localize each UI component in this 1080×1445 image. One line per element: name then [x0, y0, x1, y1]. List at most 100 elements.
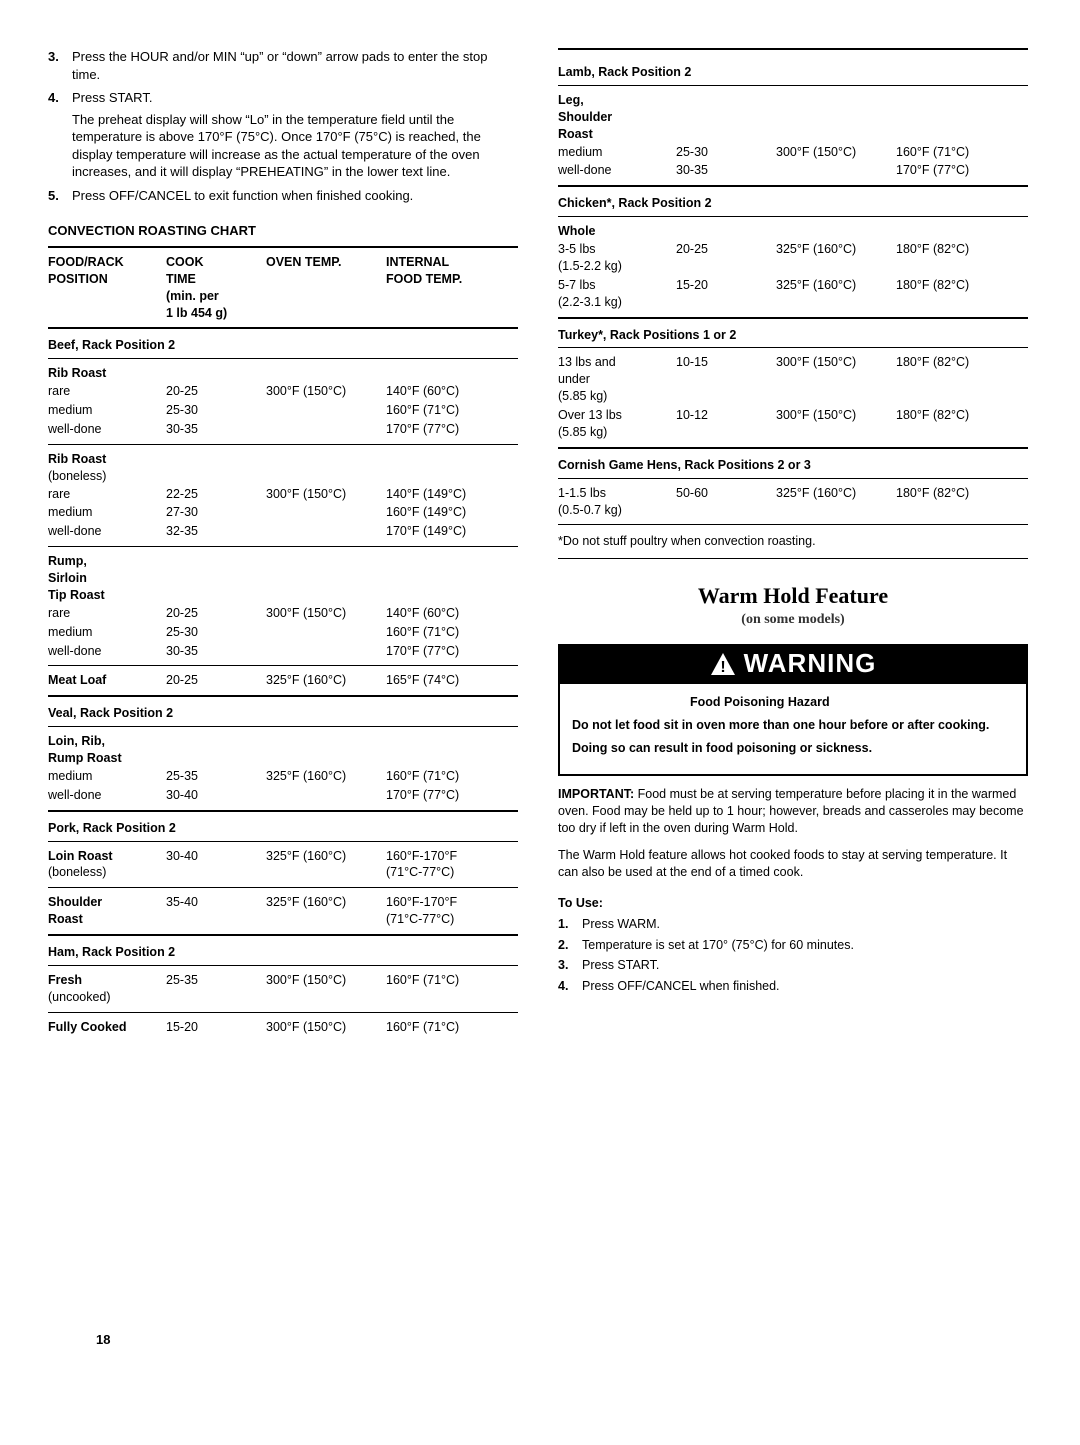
- warning-triangle-icon: !: [710, 652, 736, 676]
- cell-internal-temp: 140°F (60°C): [386, 605, 516, 622]
- cell-food: rare: [48, 383, 166, 400]
- cell-internal-temp: 180°F (82°C): [896, 407, 1026, 441]
- instruction-step: 3.Press the HOUR and/or MIN “up” or “dow…: [48, 48, 518, 83]
- feature-description: The Warm Hold feature allows hot cooked …: [558, 847, 1028, 881]
- step-text: Temperature is set at 170° (75°C) for 60…: [582, 937, 1028, 954]
- page-number: 18: [96, 1331, 110, 1349]
- cell-food: rare: [48, 605, 166, 622]
- instruction-step: 5.Press OFF/CANCEL to exit function when…: [48, 187, 518, 205]
- table-row: well-done30-35170°F (77°C): [558, 161, 1028, 185]
- table-row: 5-7 lbs (2.2-3.1 kg)15-20325°F (160°C)18…: [558, 276, 1028, 317]
- cell-food: Loin Roast(boneless): [48, 848, 166, 882]
- to-use-step: 3.Press START.: [558, 957, 1028, 974]
- section-header: Lamb, Rack Position 2: [558, 56, 1028, 86]
- warning-label: WARNING: [744, 646, 877, 681]
- subgroup-head: Leg, Shoulder Roast: [558, 86, 1028, 143]
- subgroup: ShoulderRoast35-40325°F (160°C)160°F-170…: [48, 888, 518, 935]
- top-rule: [558, 48, 1028, 50]
- cell-time: 10-15: [676, 354, 776, 405]
- cell-internal-temp: 170°F (77°C): [386, 421, 516, 438]
- cell-internal-temp: 160°F (71°C): [386, 402, 516, 419]
- cell-time: 30-35: [166, 643, 266, 660]
- cell-time: 20-25: [676, 241, 776, 275]
- subgroup-note: (boneless): [48, 468, 518, 485]
- cell-time: 35-40: [166, 894, 266, 928]
- table-row: medium25-30160°F (71°C): [48, 623, 518, 642]
- left-column: 3.Press the HOUR and/or MIN “up” or “dow…: [48, 48, 518, 1042]
- instruction-steps: 3.Press the HOUR and/or MIN “up” or “dow…: [48, 48, 518, 204]
- table-row: rare22-25300°F (150°C)140°F (149°C): [48, 485, 518, 504]
- subgroup: Fresh(uncooked)25-35300°F (150°C)160°F (…: [48, 966, 518, 1013]
- subgroup: Loin, Rib, Rump Roastmedium25-35325°F (1…: [48, 727, 518, 811]
- to-use-steps: 1.Press WARM.2.Temperature is set at 170…: [558, 916, 1028, 996]
- section-header: Cornish Game Hens, Rack Positions 2 or 3: [558, 448, 1028, 479]
- table-row: medium25-35325°F (160°C)160°F (71°C): [48, 767, 518, 786]
- cell-oven-temp: 325°F (160°C): [776, 277, 896, 311]
- cell-time: 15-20: [166, 1019, 266, 1036]
- to-use-step: 1.Press WARM.: [558, 916, 1028, 933]
- table-row: well-done30-35170°F (77°C): [48, 420, 518, 444]
- step-number: 3.: [558, 957, 582, 974]
- subgroup: Fully Cooked15-20300°F (150°C)160°F (71°…: [48, 1013, 518, 1042]
- cell-food: Over 13 lbs (5.85 kg): [558, 407, 676, 441]
- table-row: Fresh(uncooked)25-35300°F (150°C)160°F (…: [48, 966, 518, 1012]
- cell-oven-temp: [266, 624, 386, 641]
- cell-food: well-done: [48, 523, 166, 540]
- cell-time: 15-20: [676, 277, 776, 311]
- step-text: Press the HOUR and/or MIN “up” or “down”…: [72, 48, 518, 83]
- step-text: Press WARM.: [582, 916, 1028, 933]
- cell-oven-temp: 300°F (150°C): [266, 605, 386, 622]
- cell-food: well-done: [558, 162, 676, 179]
- subgroup: Whole3-5 lbs (1.5-2.2 kg)20-25325°F (160…: [558, 217, 1028, 317]
- cell-food: Fully Cooked: [48, 1019, 166, 1036]
- table-row: rare20-25300°F (150°C)140°F (60°C): [48, 382, 518, 401]
- cell-internal-temp: 180°F (82°C): [896, 354, 1026, 405]
- table-row: Fully Cooked15-20300°F (150°C)160°F (71°…: [48, 1013, 518, 1042]
- step-number: 1.: [558, 916, 582, 933]
- cell-internal-temp: 160°F (71°C): [386, 972, 516, 1006]
- cell-time: 25-30: [166, 624, 266, 641]
- subgroup-head: Rump, Sirloin Tip Roast: [48, 547, 518, 604]
- cell-oven-temp: [266, 787, 386, 804]
- table-row: Meat Loaf20-25325°F (160°C)165°F (74°C): [48, 666, 518, 695]
- cell-time: 10-12: [676, 407, 776, 441]
- header-internal-temp: INTERNAL FOOD TEMP.: [386, 254, 516, 322]
- cell-time: 20-25: [166, 605, 266, 622]
- feature-title: Warm Hold Feature: [558, 581, 1028, 611]
- section-header: Pork, Rack Position 2: [48, 811, 518, 842]
- cell-internal-temp: 140°F (60°C): [386, 383, 516, 400]
- section-header: Chicken*, Rack Position 2: [558, 186, 1028, 217]
- cell-time: 25-35: [166, 972, 266, 1006]
- cell-internal-temp: 165°F (74°C): [386, 672, 516, 689]
- subgroup-head: Rib Roast: [48, 359, 518, 382]
- cell-food: 13 lbs and under (5.85 kg): [558, 354, 676, 405]
- to-use-step: 4.Press OFF/CANCEL when finished.: [558, 978, 1028, 995]
- cell-internal-temp: 160°F-170°F (71°C-77°C): [386, 894, 516, 928]
- cell-internal-temp: 180°F (82°C): [896, 277, 1026, 311]
- subgroup-head: Whole: [558, 217, 1028, 240]
- important-paragraph: IMPORTANT: Food must be at serving tempe…: [558, 786, 1028, 837]
- cell-food: medium: [48, 624, 166, 641]
- chart-header-row: FOOD/RACK POSITION COOK TIME (min. per 1…: [48, 246, 518, 330]
- step-text: Press START.: [582, 957, 1028, 974]
- cell-time: 22-25: [166, 486, 266, 503]
- cell-internal-temp: 170°F (77°C): [386, 643, 516, 660]
- subgroup: Rib Roastrare20-25300°F (150°C)140°F (60…: [48, 359, 518, 445]
- cell-oven-temp: [266, 643, 386, 660]
- cell-oven-temp: [266, 523, 386, 540]
- step-paragraph: The preheat display will show “Lo” in th…: [72, 111, 518, 181]
- cell-time: 30-35: [166, 421, 266, 438]
- table-row: well-done30-35170°F (77°C): [48, 642, 518, 666]
- chart-title: CONVECTION ROASTING CHART: [48, 222, 518, 240]
- table-row: 1-1.5 lbs (0.5-0.7 kg)50-60325°F (160°C)…: [558, 479, 1028, 525]
- cell-internal-temp: 170°F (149°C): [386, 523, 516, 540]
- cell-oven-temp: 300°F (150°C): [266, 486, 386, 503]
- step-number: 4.: [48, 89, 72, 181]
- warning-box-title: Food Poisoning Hazard: [572, 694, 1014, 711]
- header-oven-temp: OVEN TEMP.: [266, 254, 386, 322]
- warning-box: Food Poisoning Hazard Do not let food si…: [558, 684, 1028, 777]
- cell-food: well-done: [48, 787, 166, 804]
- cell-oven-temp: 300°F (150°C): [776, 354, 896, 405]
- cell-time: 30-40: [166, 787, 266, 804]
- cell-food: Fresh(uncooked): [48, 972, 166, 1006]
